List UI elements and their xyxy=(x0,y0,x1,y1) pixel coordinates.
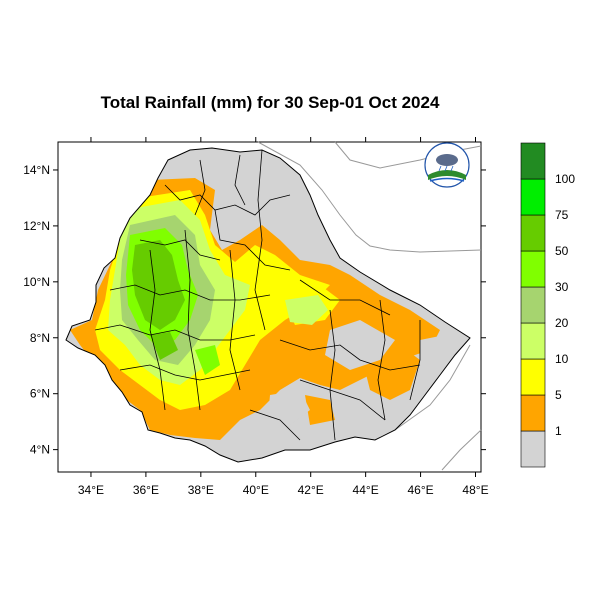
colorbar-label: 30 xyxy=(555,280,569,294)
x-tick-label: 44°E xyxy=(353,483,379,497)
somalia-coast xyxy=(394,344,471,431)
x-tick-label: 40°E xyxy=(243,483,269,497)
colorbar-swatch xyxy=(520,142,546,180)
colorbar-swatch xyxy=(520,250,546,288)
colorbar-label: 75 xyxy=(555,208,569,222)
x-tick-label: 36°E xyxy=(133,483,159,497)
rain-50-75mm xyxy=(132,240,185,330)
southeast-coast xyxy=(441,429,482,471)
x-axis-ticks: 34°E 36°E 38°E 40°E 42°E 44°E 46°E 48°E xyxy=(78,137,489,497)
country-outline xyxy=(65,147,471,463)
colorbar-label: 5 xyxy=(555,388,562,402)
y-tick-label: 12°N xyxy=(23,219,50,233)
colorbar-label: 1 xyxy=(555,424,562,438)
y-tick-label: 10°N xyxy=(23,275,50,289)
colorbar-label: 100 xyxy=(555,172,575,186)
y-tick-label: 14°N xyxy=(23,163,50,177)
x-tick-label: 38°E xyxy=(188,483,214,497)
red-sea-gulf-coast xyxy=(257,141,482,253)
colorbar-swatch xyxy=(520,394,546,432)
x-tick-label: 34°E xyxy=(78,483,104,497)
colorbar-label: 50 xyxy=(555,244,569,258)
colorbar-swatch xyxy=(520,178,546,216)
y-axis-ticks: 4°N 6°N 8°N 10°N 12°N 14°N xyxy=(23,163,486,457)
arabia-coast xyxy=(334,141,482,169)
y-tick-label: 4°N xyxy=(30,443,50,457)
x-tick-label: 48°E xyxy=(462,483,488,497)
colorbar-swatch xyxy=(520,286,546,324)
map-title: Total Rainfall (mm) for 30 Sep-01 Oct 20… xyxy=(100,93,440,112)
ethiopian-meteorology-institute-logo xyxy=(424,142,470,188)
colorbar-swatch xyxy=(520,322,546,360)
colorbar-label: 20 xyxy=(555,316,569,330)
y-tick-label: 8°N xyxy=(30,331,50,345)
colorbar-label: 10 xyxy=(555,352,569,366)
colorbar-swatch xyxy=(520,358,546,396)
rainfall-field xyxy=(66,148,470,462)
y-tick-label: 6°N xyxy=(30,387,50,401)
colorbar: 1 5 10 20 30 50 75 100 xyxy=(520,142,575,468)
admin-boundaries xyxy=(94,149,421,441)
x-tick-label: 46°E xyxy=(407,483,433,497)
coastlines xyxy=(257,141,482,471)
colorbar-swatch xyxy=(520,214,546,252)
colorbar-swatch xyxy=(520,430,546,468)
x-tick-label: 42°E xyxy=(298,483,324,497)
